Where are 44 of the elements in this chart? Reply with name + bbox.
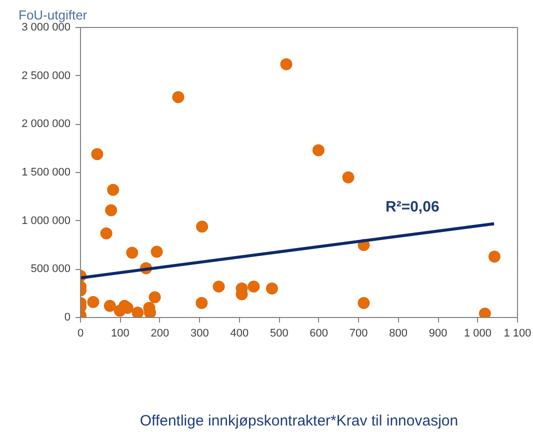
point: [87, 296, 100, 308]
y-tick-label: 1 500 000: [22, 166, 70, 178]
x-tick-label: 100: [111, 328, 130, 340]
annotation: R²=0,06: [386, 198, 440, 216]
y-tick-label: 2 000 000: [22, 118, 70, 130]
x-tick-label: 800: [389, 328, 408, 340]
point: [172, 91, 184, 104]
point: [148, 291, 161, 304]
point: [105, 204, 118, 216]
point: [312, 144, 324, 156]
x-tick-label: 300: [190, 328, 209, 340]
y-tick-label: 1 000 000: [22, 214, 70, 227]
point: [358, 297, 370, 309]
point: [488, 250, 500, 263]
point: [100, 227, 112, 240]
point: [342, 171, 354, 184]
point: [478, 308, 491, 318]
y-tick-label: 500 000: [30, 263, 71, 276]
point: [266, 282, 278, 294]
x-tick-label: 1 100: [504, 328, 532, 340]
x-tick-label: 0: [77, 328, 84, 340]
point: [91, 148, 104, 160]
point: [132, 306, 144, 318]
point: [126, 246, 138, 259]
point: [196, 220, 208, 233]
y-tick-label: 2 500 000: [22, 70, 70, 82]
x-tick-label: 500: [270, 328, 288, 340]
point: [107, 184, 120, 196]
point: [248, 280, 260, 293]
x-tick-label: 900: [428, 328, 448, 340]
x-tick-label: 700: [349, 328, 368, 340]
x-tick-label: 200: [150, 328, 170, 340]
x-tick-label: 600: [310, 328, 328, 340]
point: [196, 297, 208, 309]
x-axis-title: Offentlige innkjøpskontrakter*Krav til innovasjon: [140, 412, 458, 430]
x-tick-label: 1 000: [464, 328, 492, 340]
point: [150, 246, 163, 258]
point: [280, 58, 292, 70]
y-axis-title: FoU-utgifter: [18, 8, 88, 22]
y-tick-label: 0: [64, 312, 71, 324]
point: [104, 300, 116, 312]
point: [212, 280, 225, 293]
y-tick-label: 3 000 000: [22, 22, 70, 34]
x-tick-label: 400: [230, 328, 249, 340]
